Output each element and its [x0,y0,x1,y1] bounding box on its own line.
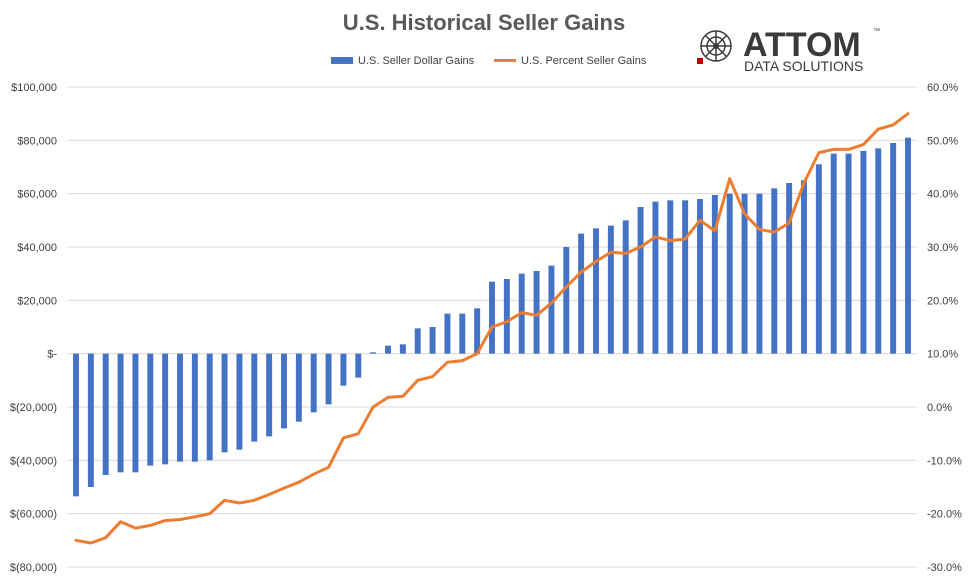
bar [340,353,347,386]
left-tick-label: $(80,000) [10,562,57,574]
bar [563,247,570,354]
bar [385,345,391,354]
bar [162,353,169,465]
bar [147,353,154,466]
bar [533,271,540,354]
bar [429,327,436,354]
left-tick-label: $60,000 [17,189,57,201]
bar [474,308,481,354]
bar [206,353,213,461]
bar [117,353,124,473]
right-tick-label: -20.0% [927,509,962,521]
right-tick-label: 20.0% [927,295,958,307]
bar [875,148,882,354]
left-tick-label: $(40,000) [10,455,57,467]
bar [637,207,644,354]
left-tick-label: $20,000 [17,295,57,307]
logo-brand: ATTOM [743,26,861,64]
chart-title: U.S. Historical Seller Gains [343,10,625,35]
left-tick-label: $(20,000) [10,402,57,414]
bar [786,183,793,354]
attom-logo-mark [697,30,732,64]
bar [177,353,183,462]
bar [578,233,585,354]
bar [652,201,659,354]
right-tick-label: 0.0% [927,402,952,414]
bar [801,180,807,354]
right-tick-label: -30.0% [927,562,962,574]
bar [593,228,599,354]
bar [310,353,317,413]
dollar-gain-bars [73,137,911,497]
right-tick-label: 40.0% [927,189,958,201]
bar [682,200,689,354]
bar [756,193,763,354]
bar [726,193,733,354]
right-axis: 60.0% 50.0% 40.0% 30.0% 20.0% 10.0% 0.0% -10.0%… [927,82,962,574]
bar [444,313,451,354]
left-axis: $100,000 $80,000 $60,000 $40,000 $20,000 $- $(… [10,82,57,574]
bar [355,353,362,378]
bar [489,281,495,354]
bar [905,137,911,354]
bar [860,151,867,354]
bar [281,353,287,429]
logo-trademark: ™ [873,28,880,35]
left-tick-label: $40,000 [17,242,57,254]
bar [503,279,510,354]
right-tick-label: 50.0% [927,135,958,147]
legend-swatch-dollar [331,57,353,64]
logo-subtitle: DATA SOLUTIONS [744,58,863,74]
bar [830,153,837,354]
bar [711,195,718,354]
bar [102,353,109,475]
bar [236,353,243,450]
bar [771,188,778,354]
attom-logo: ATTOM ™ DATA SOLUTIONS [697,26,880,74]
left-tick-label: $- [47,349,57,361]
bar [295,353,302,422]
legend-label-percent: U.S. Percent Seller Gains [521,55,647,67]
bar [221,353,228,453]
bar [667,200,674,354]
bar [87,353,94,487]
legend-label-dollar: U.S. Seller Dollar Gains [358,55,475,67]
bar [191,353,198,462]
bar [73,353,79,497]
bar [251,353,258,442]
bar [325,353,332,405]
bar [266,353,273,437]
bar [815,164,822,354]
bar [548,265,555,354]
bar [845,153,852,354]
percent-gain-line-series [74,112,910,545]
percent-gain-line [74,112,910,545]
bar [459,313,466,354]
bar [132,353,139,473]
right-tick-label: 30.0% [927,242,958,254]
bar [399,344,406,354]
bar [697,199,703,354]
right-tick-label: -10.0% [927,455,962,467]
bar [607,225,614,354]
left-tick-label: $80,000 [17,135,57,147]
bar [622,220,629,354]
bar [414,328,421,354]
left-tick-label: $100,000 [11,82,57,94]
bar [370,352,377,354]
left-tick-label: $(60,000) [10,509,57,521]
right-tick-label: 60.0% [927,82,958,94]
bar [890,143,897,354]
right-tick-label: 10.0% [927,349,958,361]
bar [741,193,748,354]
legend: U.S. Seller Dollar Gains U.S. Percent Se… [331,55,647,67]
